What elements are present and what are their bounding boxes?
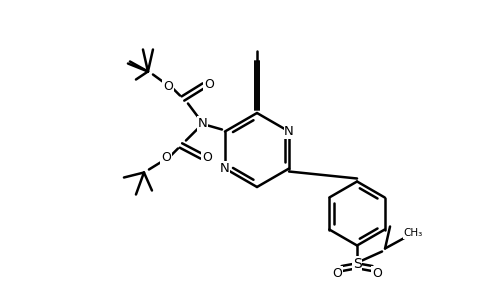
Text: S: S xyxy=(353,257,362,271)
Text: O: O xyxy=(161,151,171,164)
Text: N: N xyxy=(198,117,208,130)
Text: CH₃: CH₃ xyxy=(403,229,423,238)
Text: O: O xyxy=(204,78,214,91)
Text: O: O xyxy=(372,267,382,280)
Text: O: O xyxy=(163,80,173,93)
Text: O: O xyxy=(332,267,342,280)
Text: N: N xyxy=(220,162,230,175)
Text: O: O xyxy=(202,151,212,164)
Text: N: N xyxy=(284,125,294,138)
